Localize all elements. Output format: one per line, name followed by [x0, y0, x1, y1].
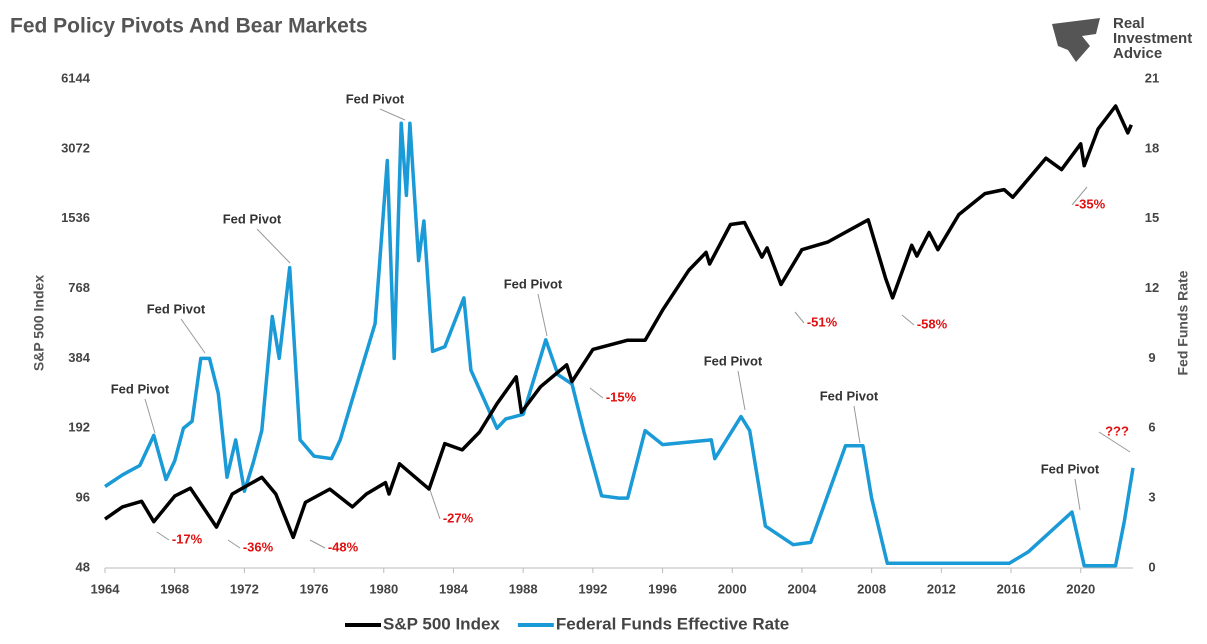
- chart-title: Fed Policy Pivots And Bear Markets: [10, 15, 368, 38]
- brand-text: Real Investment Advice: [1113, 16, 1193, 62]
- legend-label: Federal Funds Effective Rate: [556, 614, 789, 633]
- x-tick-label: 1968: [160, 581, 189, 596]
- leader-line: [227, 539, 241, 549]
- x-tick-label: 1996: [648, 581, 677, 596]
- pivot-label: Fed Pivot: [820, 388, 879, 403]
- drawdown-label: -15%: [606, 389, 637, 404]
- x-tick-label: 1992: [578, 581, 607, 596]
- x-tick-label: 2000: [718, 581, 747, 596]
- y2-tick-label: 12: [1145, 280, 1159, 295]
- y-tick-label: 192: [68, 420, 90, 435]
- pivot-label: Fed Pivot: [111, 381, 170, 396]
- y-tick-label: 48: [76, 559, 90, 574]
- y-axis-label: S&P 500 Index: [31, 275, 47, 371]
- y-tick-label: 96: [76, 490, 90, 505]
- leader-line: [1074, 478, 1081, 511]
- pivot-label: Fed Pivot: [147, 301, 206, 316]
- y-tick-label: 384: [68, 350, 90, 365]
- leader-line: [1071, 186, 1088, 206]
- pivot-label: Fed Pivot: [504, 276, 563, 291]
- y2-tick-label: 21: [1145, 70, 1159, 85]
- leader-line: [256, 228, 291, 264]
- x-tick-label: 2020: [1066, 581, 1095, 596]
- y-tick-label: 6144: [61, 70, 91, 85]
- leader-line: [794, 311, 805, 324]
- leader-line: [901, 314, 915, 326]
- y2-tick-label: 0: [1148, 559, 1155, 574]
- y2-tick-label: 15: [1145, 210, 1159, 225]
- y-tick-label: 1536: [61, 210, 90, 225]
- drawdown-label: ???: [1105, 423, 1129, 438]
- drawdown-label: -17%: [172, 531, 203, 546]
- leader-line: [1098, 431, 1131, 453]
- leader-line: [379, 108, 406, 121]
- legend-label: S&P 500 Index: [383, 614, 500, 633]
- drawdown-label: -58%: [917, 316, 948, 331]
- drawdown-label: -35%: [1075, 196, 1106, 211]
- pivot-label: Fed Pivot: [704, 353, 763, 368]
- leader-line: [537, 293, 548, 337]
- x-tick-label: 1984: [439, 581, 469, 596]
- x-tick-label: 1972: [230, 581, 259, 596]
- y2-tick-label: 18: [1145, 140, 1159, 155]
- pivot-label: Fed Pivot: [346, 91, 405, 106]
- x-tick-label: 1976: [300, 581, 329, 596]
- series-line: [103, 104, 1133, 540]
- y-tick-label: 768: [68, 280, 90, 295]
- leader-line: [853, 405, 861, 444]
- drawdown-label: -27%: [443, 510, 474, 525]
- y2-tick-label: 9: [1148, 350, 1155, 365]
- brand: Real Investment Advice: [1113, 16, 1193, 62]
- leader-line: [589, 387, 604, 399]
- leader-line: [144, 398, 156, 434]
- drawdown-label: -36%: [243, 539, 274, 554]
- leader-line: [309, 539, 326, 549]
- x-tick-label: 2004: [787, 581, 817, 596]
- pivot-label: Fed Pivot: [223, 211, 282, 226]
- leader-line: [737, 370, 746, 411]
- y2-axis-label: Fed Funds Rate: [1175, 270, 1191, 375]
- leader-line: [429, 489, 441, 520]
- x-tick-label: 1988: [509, 581, 538, 596]
- y2-tick-label: 6: [1148, 420, 1155, 435]
- y2-tick-label: 3: [1148, 490, 1155, 505]
- drawdown-label: -51%: [807, 314, 838, 329]
- y-tick-label: 3072: [61, 140, 90, 155]
- leader-line: [180, 318, 206, 354]
- x-tick-label: 2012: [927, 581, 956, 596]
- x-tick-label: 2008: [857, 581, 886, 596]
- drawdown-label: -48%: [328, 539, 359, 554]
- series-line: [104, 121, 1135, 568]
- x-tick-label: 1964: [91, 581, 121, 596]
- x-tick-label: 2016: [997, 581, 1026, 596]
- x-tick-label: 1980: [369, 581, 398, 596]
- logo: Real Investment Advice: [1052, 16, 1193, 62]
- leader-line: [156, 531, 170, 541]
- pivot-label: Fed Pivot: [1041, 461, 1100, 476]
